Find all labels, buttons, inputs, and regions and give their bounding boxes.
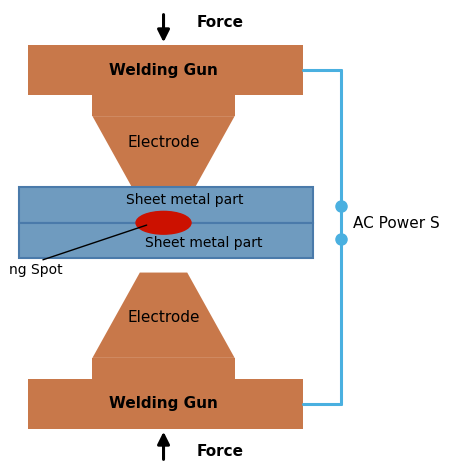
- Text: Electrode: Electrode: [128, 135, 200, 150]
- Text: Force: Force: [197, 15, 244, 30]
- Polygon shape: [92, 116, 235, 201]
- Bar: [19, 223, 313, 258]
- Text: Sheet metal part: Sheet metal part: [126, 193, 243, 207]
- Text: AC Power S: AC Power S: [353, 216, 440, 231]
- Text: Electrode: Electrode: [128, 310, 200, 325]
- Text: Sheet metal part: Sheet metal part: [145, 236, 262, 250]
- Ellipse shape: [136, 211, 191, 234]
- Text: Welding Gun: Welding Gun: [109, 396, 218, 411]
- Polygon shape: [92, 273, 235, 358]
- Bar: [92, 358, 235, 379]
- Bar: [19, 187, 313, 223]
- Bar: [28, 379, 303, 429]
- Bar: [92, 95, 235, 116]
- Bar: [28, 45, 303, 95]
- Text: Welding Gun: Welding Gun: [109, 63, 218, 78]
- Text: Force: Force: [197, 444, 244, 459]
- Text: ng Spot: ng Spot: [9, 263, 63, 277]
